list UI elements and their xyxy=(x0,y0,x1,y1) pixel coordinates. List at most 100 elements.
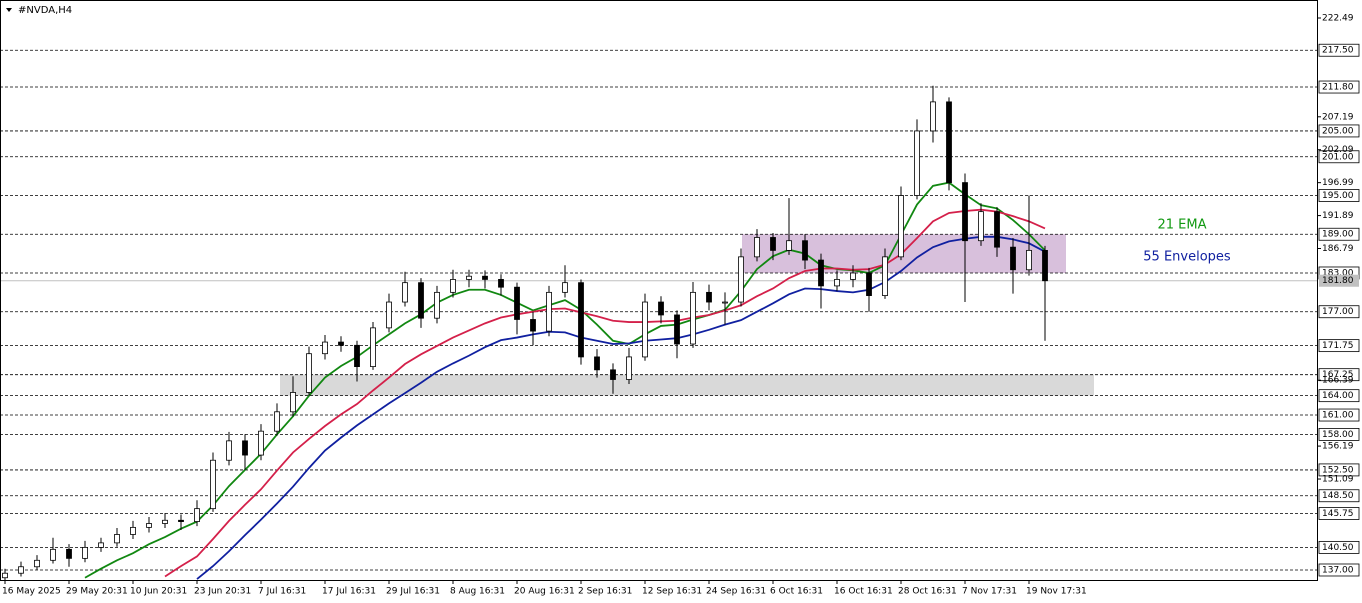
candle-body xyxy=(978,211,984,242)
candle-body xyxy=(834,279,840,287)
candle-body xyxy=(162,519,168,524)
candle-body xyxy=(530,319,536,332)
candle-body xyxy=(898,195,904,258)
candle-body xyxy=(850,272,856,280)
candle-body xyxy=(258,430,264,456)
level-label-box xyxy=(1318,428,1360,441)
level-label-box xyxy=(1318,227,1360,241)
level-label: 177.00 xyxy=(1322,307,1354,317)
candle-body xyxy=(354,344,360,368)
level-label: 148.50 xyxy=(1322,491,1354,501)
candle-body xyxy=(754,237,760,258)
x-tick-label: 29 May 20:31 xyxy=(66,587,128,597)
candle-body xyxy=(98,542,104,548)
candle-body xyxy=(626,356,632,380)
plot-frame xyxy=(0,0,1318,581)
level-label-box xyxy=(1318,43,1360,57)
level-label: 211.80 xyxy=(1322,83,1354,93)
candle-body xyxy=(546,291,552,332)
candle-body xyxy=(594,356,600,371)
y-tick-label: 207.19 xyxy=(1322,112,1354,122)
x-tick-label: 20 Aug 16:31 xyxy=(514,587,575,597)
candle-body xyxy=(674,314,680,345)
x-tick-label: 2 Sep 16:31 xyxy=(578,587,632,597)
candle-body xyxy=(962,182,968,242)
level-label: 167.25 xyxy=(1322,370,1354,380)
candle-body xyxy=(946,101,952,183)
x-tick-label: 7 Nov 17:31 xyxy=(962,587,1017,597)
candle-body xyxy=(658,301,664,316)
level-label: 152.50 xyxy=(1322,465,1354,475)
x-tick-label: 23 Jun 20:31 xyxy=(194,587,251,597)
level-label-box xyxy=(1318,489,1360,503)
level-label-box xyxy=(1318,305,1360,319)
x-tick-label: 6 Oct 16:31 xyxy=(770,587,823,597)
candle-body xyxy=(306,353,312,393)
level-label: 145.75 xyxy=(1322,509,1354,519)
level-label: 158.00 xyxy=(1322,430,1354,440)
candle-body xyxy=(402,282,408,303)
annotation: 55 Envelopes xyxy=(1143,250,1231,265)
candle-body xyxy=(610,369,616,380)
level-label-box xyxy=(1318,563,1360,577)
candle-body xyxy=(930,101,936,132)
level-label: 201.00 xyxy=(1322,152,1354,162)
x-tick-label: 19 Nov 17:31 xyxy=(1026,587,1087,597)
candle-body xyxy=(994,211,1000,248)
annotation: 21 EMA xyxy=(1158,218,1207,233)
level-label-box xyxy=(1318,408,1360,422)
x-tick-label: 28 Oct 16:31 xyxy=(898,587,957,597)
candle-body xyxy=(274,411,280,432)
candle-body xyxy=(914,130,920,196)
candle-body xyxy=(322,341,328,355)
candle-body xyxy=(370,327,376,368)
candle-body xyxy=(818,259,824,287)
candle-body xyxy=(34,559,40,568)
candle-body xyxy=(738,256,744,303)
level-label: 161.00 xyxy=(1322,411,1354,421)
candle-body xyxy=(578,282,584,358)
candle-body xyxy=(642,301,648,358)
y-tick-label: 156.19 xyxy=(1322,442,1354,452)
y-tick-label: 196.99 xyxy=(1322,178,1354,188)
level-label: 217.50 xyxy=(1322,46,1354,56)
candle-body xyxy=(66,548,72,559)
candle-body xyxy=(226,440,232,461)
candle-body xyxy=(434,291,440,319)
candle-body xyxy=(882,256,888,296)
level-label: 140.50 xyxy=(1322,543,1354,553)
x-tick-label: 10 Jun 20:31 xyxy=(130,587,187,597)
level-label: 137.00 xyxy=(1322,565,1354,575)
candle-body xyxy=(690,291,696,345)
menu-arrow[interactable] xyxy=(6,8,12,12)
candle-body xyxy=(18,566,24,574)
level-label-box xyxy=(1318,507,1360,520)
level-label: 164.00 xyxy=(1322,391,1354,401)
candle-body xyxy=(1042,249,1048,282)
candle-body xyxy=(338,341,344,346)
candle-body xyxy=(50,548,56,561)
candle-body xyxy=(786,240,792,251)
candle-body xyxy=(146,523,152,528)
level-label-box xyxy=(1318,80,1360,94)
candle-body xyxy=(210,459,216,510)
candle-body xyxy=(418,282,424,319)
ma-line xyxy=(196,235,1046,580)
y-tick-label: 186.79 xyxy=(1322,244,1354,254)
level-label: 171.75 xyxy=(1322,341,1354,351)
level-label-box xyxy=(1318,463,1360,477)
level-label-box xyxy=(1318,124,1360,138)
candle-body xyxy=(386,301,392,329)
candle-body xyxy=(290,392,296,413)
candle-body xyxy=(114,534,120,544)
candle-body xyxy=(866,272,872,296)
candle-body xyxy=(770,237,776,251)
level-label: 183.00 xyxy=(1322,268,1354,278)
x-tick-label: 7 Jul 16:31 xyxy=(258,587,306,597)
candle-body xyxy=(130,526,136,535)
y-tick-label: 191.89 xyxy=(1322,211,1354,221)
y-tick-label: 166.39 xyxy=(1322,376,1354,386)
level-label-box xyxy=(1318,368,1360,382)
candle-body xyxy=(498,279,504,288)
